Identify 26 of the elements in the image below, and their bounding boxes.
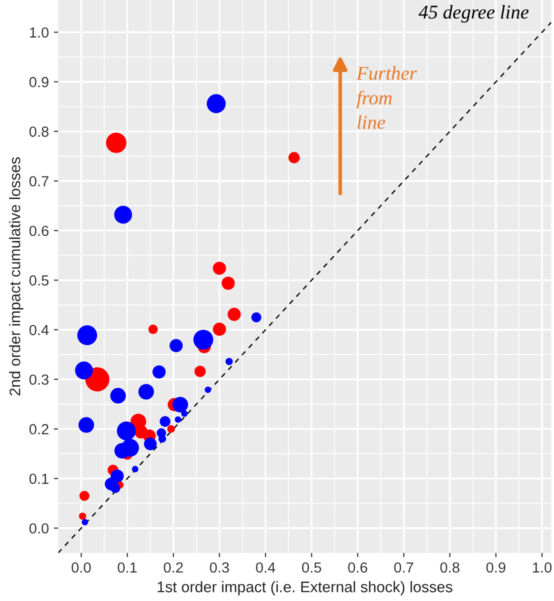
series-label: 45 degree line [418, 5, 529, 23]
x-tick-label: 0.7 [394, 562, 414, 573]
x-tick-label: 0.4 [256, 562, 276, 573]
y-axis-title: 2nd order impact cumulative losses [9, 157, 24, 396]
y-tick-label: 0.4 [29, 324, 49, 336]
y-tick-label: 0.8 [29, 126, 49, 137]
x-tick-label: 0.9 [486, 562, 506, 573]
annotation: Further from line [356, 66, 418, 129]
x-tick-label: 0.3 [210, 562, 229, 573]
x-tick-label: 1.0 [532, 562, 552, 573]
x-tick-label: 0.1 [118, 562, 137, 573]
y-tick-label: 0.0 [29, 523, 49, 534]
y-tick-label: 0.6 [29, 226, 49, 236]
x-tick-label: 0.5 [302, 562, 322, 573]
y-tick-label: 0.7 [29, 176, 48, 186]
y-tick-label: 0.1 [29, 474, 48, 484]
x-axis-title: 1st order impact (i.e. External shock) losses [158, 581, 452, 596]
y-tick-label: 0.9 [29, 76, 48, 88]
x-tick-label: 0.0 [72, 562, 91, 573]
y-tick-label: 0.5 [29, 275, 49, 286]
y-tick-label: 0.2 [29, 424, 48, 434]
x-tick-label: 0.6 [348, 562, 368, 573]
y-tick-label: 0.3 [29, 374, 49, 385]
y-tick-label: 1.0 [30, 27, 49, 38]
x-tick-label: 0.2 [164, 562, 183, 573]
x-tick-label: 0.8 [440, 562, 460, 573]
